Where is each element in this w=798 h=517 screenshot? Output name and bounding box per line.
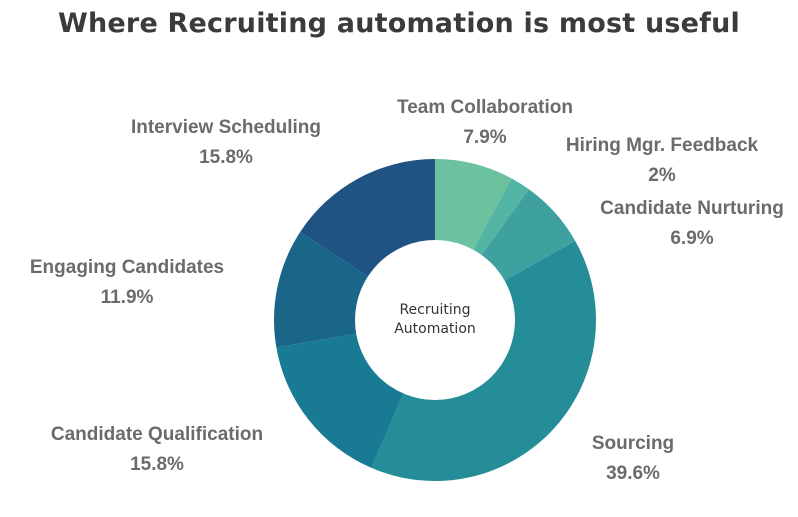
center-label-line-2: Automation (394, 321, 476, 337)
slice-label-name: Interview Scheduling (131, 117, 321, 138)
slice-labels: Team Collaboration 7.9% Hiring Mgr. Feedba… (30, 97, 784, 484)
donut-hole (355, 240, 515, 400)
slice-label-name: Team Collaboration (397, 97, 573, 118)
center-label-line-1: Recruiting (399, 302, 470, 318)
slice-label-value: 39.6% (606, 463, 660, 484)
slice-label-value: 6.9% (670, 228, 713, 249)
slice-label-value: 15.8% (199, 147, 253, 168)
slice-label-name: Candidate Nurturing (600, 198, 784, 219)
slice-label-value: 15.8% (130, 454, 184, 475)
slice-label-name: Hiring Mgr. Feedback (566, 135, 759, 156)
slice-label-name: Candidate Qualification (51, 424, 263, 445)
slice-label-name: Sourcing (592, 433, 674, 454)
slice-label-value: 7.9% (463, 127, 506, 148)
slice-label-name: Engaging Candidates (30, 257, 224, 278)
slice-label-value: 11.9% (101, 287, 154, 308)
chart-title: Where Recruiting automation is most usef… (58, 8, 740, 39)
slice-label-value: 2% (648, 165, 676, 186)
